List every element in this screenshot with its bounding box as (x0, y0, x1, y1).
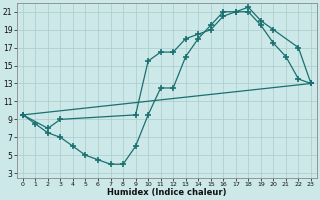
X-axis label: Humidex (Indice chaleur): Humidex (Indice chaleur) (107, 188, 227, 197)
